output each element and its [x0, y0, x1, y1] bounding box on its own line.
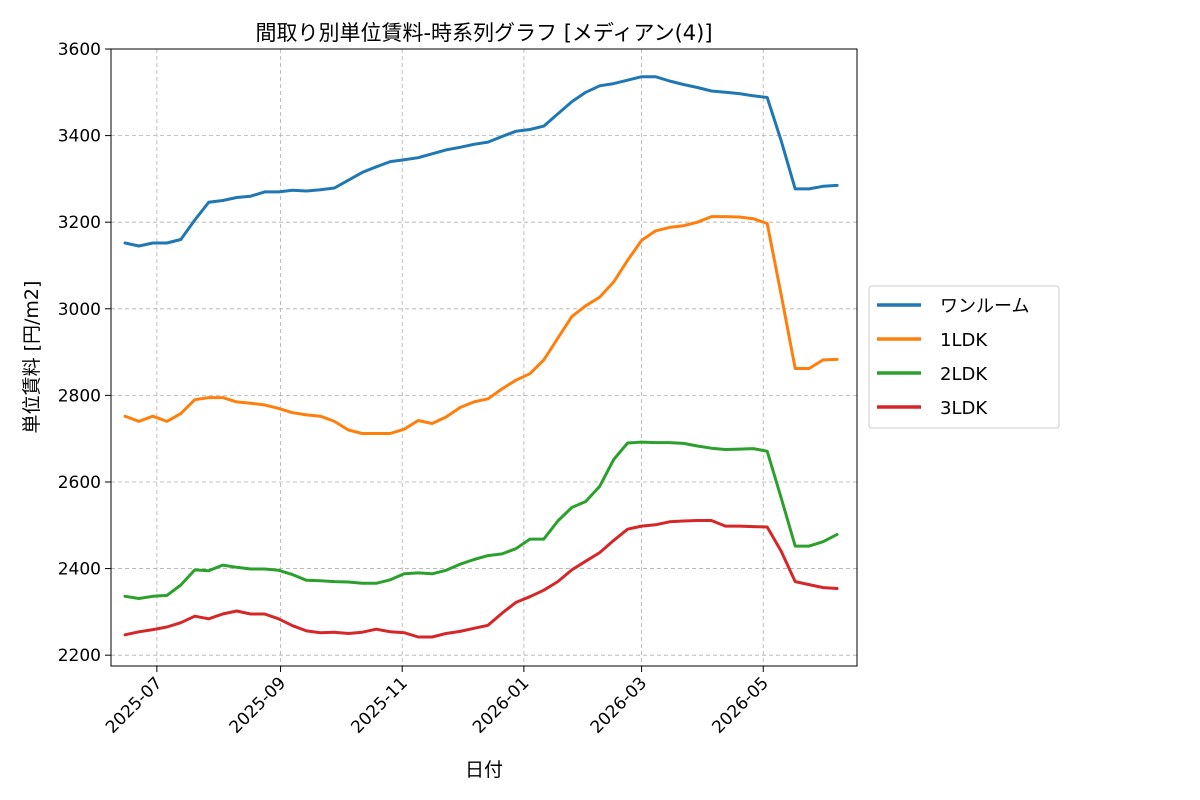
x-tick-label: 2025-07	[102, 673, 166, 737]
x-axis-label: 日付	[465, 759, 503, 781]
x-tick-label: 2025-09	[226, 673, 290, 737]
series-lines	[123, 75, 839, 639]
x-tick-label: 2026-03	[587, 673, 651, 737]
series-line	[123, 75, 839, 248]
plot-frame	[110, 48, 858, 667]
x-tick-label: 2025-11	[347, 673, 411, 737]
y-tick-label: 2400	[58, 560, 101, 580]
legend-label: 2LDK	[940, 364, 988, 385]
series-line	[123, 440, 839, 600]
y-tick-label: 3600	[58, 40, 101, 60]
legend-label: 1LDK	[940, 330, 988, 351]
y-tick-label: 2200	[58, 646, 101, 666]
x-tick-label: 2026-01	[469, 673, 533, 737]
chart-title: 間取り別単位賃料-時系列グラフ [メディアン(4)]	[255, 21, 712, 45]
y-axis-label: 単位賃料 [円/m2]	[21, 281, 43, 434]
y-tick-label: 3000	[58, 300, 101, 320]
x-axis: 2025-07 2025-09 2025-11 2026-01 2026-03 2026-…	[102, 666, 773, 738]
y-axis: 2200 2400 2600 2800 3000 3200 3400 3600	[58, 40, 111, 666]
legend-label: ワンルーム	[940, 296, 1029, 317]
legend-frame	[868, 285, 1060, 429]
series-line	[123, 215, 839, 435]
legend-label: 3LDK	[940, 398, 988, 419]
y-tick-label: 3400	[58, 127, 101, 147]
legend: ワンルーム 1LDK 2LDK 3LDK	[868, 285, 1060, 429]
series-line	[123, 519, 839, 639]
y-tick-label: 2600	[58, 473, 101, 493]
y-tick-label: 3200	[58, 213, 101, 233]
y-tick-label: 2800	[58, 386, 101, 406]
x-tick-label: 2026-05	[708, 673, 772, 737]
